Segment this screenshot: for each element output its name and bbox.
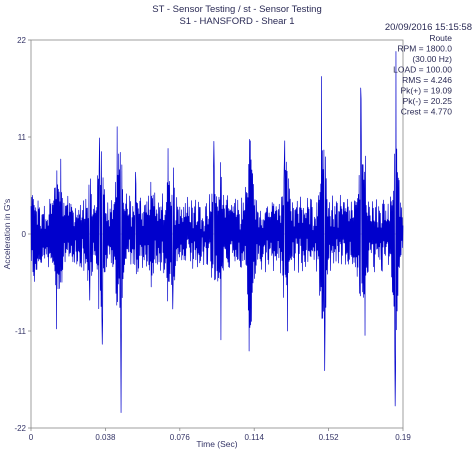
x-tick-label: 0.19 [395,433,411,442]
info-line: Route [429,33,452,43]
y-axis-title: Acceleration in G's [2,199,12,270]
x-tick-label: 0.114 [244,433,264,442]
info-line: RMS = 4.246 [402,75,452,85]
info-line: (30.00 Hz) [412,54,452,64]
chart-subtitle: S1 - HANSFORD - Shear 1 [179,16,294,27]
x-tick-label: 0 [29,433,34,442]
info-line: RPM = 1800.0 [397,44,452,54]
y-tick-label: 0 [22,230,27,239]
y-tick-label: -22 [14,424,26,433]
info-line: Crest = 4.770 [401,107,453,117]
y-tick-label: 22 [17,36,26,45]
x-axis-title: Time (Sec) [196,439,237,449]
info-line: Pk(-) = 20.25 [403,96,453,106]
x-tick-label: 0.076 [170,433,191,442]
x-tick-label: 0.038 [95,433,116,442]
info-line: Pk(+) = 19.09 [400,86,452,96]
timestamp: 20/09/2016 15:15:58 [385,22,472,33]
x-tick-label: 0.152 [319,433,340,442]
signal-series-line [30,51,404,413]
x-axis-ticks: 0 0.038 0.076 0.114 0.152 0.19 [29,428,411,442]
y-tick-label: 11 [18,133,27,142]
chart-title: ST - Sensor Testing / st - Sensor Testin… [152,4,322,15]
y-tick-label: -11 [15,327,27,336]
y-axis-ticks: 22 11 0 -11 -22 [14,36,31,433]
info-line: LOAD = 100.00 [393,65,452,75]
